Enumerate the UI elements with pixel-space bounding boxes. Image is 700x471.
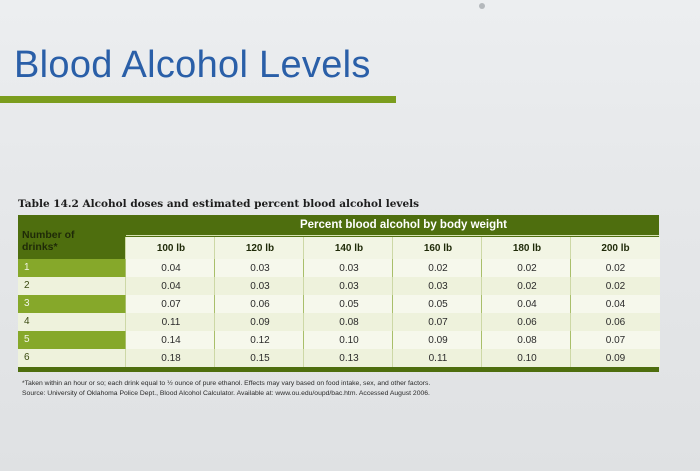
table-row: 4 0.11 0.09 0.08 0.07 0.06 0.06 [18,313,660,331]
table-row: 6 0.18 0.15 0.13 0.11 0.10 0.09 [18,349,660,367]
page-title: Blood Alcohol Levels [14,44,371,86]
drink-count: 6 [24,352,30,363]
table-cell: 0.02 [570,277,660,295]
table-cell: 0.11 [392,349,483,367]
table-cell: 0.15 [214,349,305,367]
table-cell: 0.06 [481,313,572,331]
table-cell: 0.02 [481,259,572,277]
column-header-100lb: 100 lb [125,237,216,259]
table-cell: 0.04 [125,277,216,295]
drink-count: 1 [24,262,30,273]
table-cell: 0.04 [125,259,216,277]
column-header-200lb: 200 lb [570,237,660,259]
table-cell: 0.03 [214,277,305,295]
table-cell: 0.02 [392,259,483,277]
table-cell: 0.02 [570,259,660,277]
table-cell: 0.06 [570,313,660,331]
table-cell: 0.02 [481,277,572,295]
table-cell: 0.11 [125,313,216,331]
column-header-120lb: 120 lb [214,237,305,259]
drink-count: 4 [24,316,30,327]
table-cell: 0.05 [303,295,394,313]
group-header-divider [126,235,659,236]
table-cell: 0.12 [214,331,305,349]
table-cell: 0.09 [570,349,660,367]
column-header-180lb: 180 lb [481,237,572,259]
table-cell: 0.08 [303,313,394,331]
table-caption: Table 14.2 Alcohol doses and estimated p… [18,198,420,210]
drink-count: 2 [24,280,30,291]
blood-alcohol-table: Percent blood alcohol by body weight Num… [18,215,660,372]
table-cell: 0.07 [125,295,216,313]
table-cell: 0.18 [125,349,216,367]
table-footnote: *Taken within an hour or so; each drink … [22,380,431,387]
group-header: Percent blood alcohol by body weight [299,219,508,231]
table-cell: 0.08 [481,331,572,349]
table-cell: 0.10 [481,349,572,367]
table-cell: 0.06 [214,295,305,313]
table-cell: 0.09 [214,313,305,331]
drink-count: 5 [24,334,30,345]
table-cell: 0.10 [303,331,394,349]
table-source: Source: University of Oklahoma Police De… [22,390,430,397]
drink-count: 3 [24,298,30,309]
table-cell: 0.07 [392,313,483,331]
table-row: 3 0.07 0.06 0.05 0.05 0.04 0.04 [18,295,660,313]
table-cell: 0.05 [392,295,483,313]
table-cell: 0.04 [481,295,572,313]
table-cell: 0.03 [214,259,305,277]
table-cell: 0.03 [303,259,394,277]
row-header-text: Number of drinks* [22,229,75,253]
table-cell: 0.07 [570,331,660,349]
table-cell: 0.14 [125,331,216,349]
decorative-dot [479,3,485,9]
table-cell: 0.13 [303,349,394,367]
table-row: 2 0.04 0.03 0.03 0.03 0.02 0.02 [18,277,660,295]
table-row: 5 0.14 0.12 0.10 0.09 0.08 0.07 [18,331,660,349]
title-underline [0,96,396,103]
table-cell: 0.04 [570,295,660,313]
column-header-160lb: 160 lb [392,237,483,259]
column-header-140lb: 140 lb [303,237,394,259]
table-cell: 0.09 [392,331,483,349]
table-row: 1 0.04 0.03 0.03 0.02 0.02 0.02 [18,259,660,277]
row-header-label: Number of drinks* [22,229,100,253]
table-bottom-band [18,367,659,372]
table-cell: 0.03 [303,277,394,295]
table-cell: 0.03 [392,277,483,295]
